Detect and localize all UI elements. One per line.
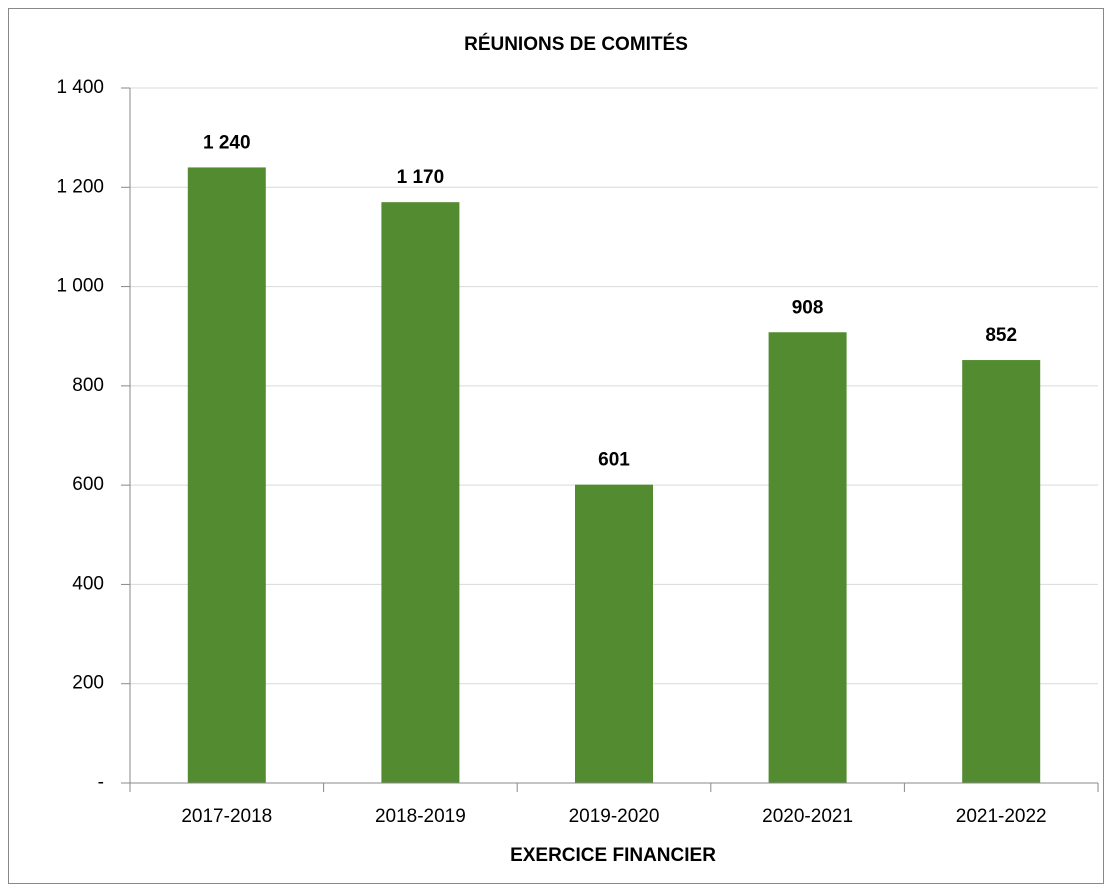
chart-frame	[8, 8, 1104, 884]
value-label: 908	[792, 297, 824, 318]
y-tick-label: 1 000	[56, 276, 104, 297]
bar	[768, 332, 847, 783]
x-tick-label: 2020-2021	[762, 806, 853, 827]
y-tick-label: 400	[72, 573, 104, 594]
bar	[575, 484, 653, 783]
y-tick-label: 1 200	[56, 176, 104, 197]
x-tick-label: 2018-2019	[375, 806, 466, 827]
value-label: 1 240	[203, 132, 251, 153]
value-label: 601	[598, 450, 630, 471]
y-tick-label: 800	[72, 375, 104, 396]
x-tick-label: 2021-2022	[956, 806, 1047, 827]
x-tick-label: 2017-2018	[181, 806, 272, 827]
bar	[381, 202, 460, 783]
y-tick-label: 1 400	[56, 77, 104, 98]
y-tick-label: -	[98, 772, 104, 793]
y-tick-label: 600	[72, 474, 104, 495]
x-tick-label: 2019-2020	[569, 806, 660, 827]
value-label: 852	[985, 325, 1017, 346]
bar	[962, 360, 1041, 783]
bar	[187, 167, 266, 783]
x-axis-label: EXERCICE FINANCIER	[510, 845, 716, 866]
chart-title: RÉUNIONS DE COMITÉS	[464, 33, 688, 55]
y-tick-label: 200	[72, 673, 104, 694]
value-label: 1 170	[397, 167, 445, 188]
